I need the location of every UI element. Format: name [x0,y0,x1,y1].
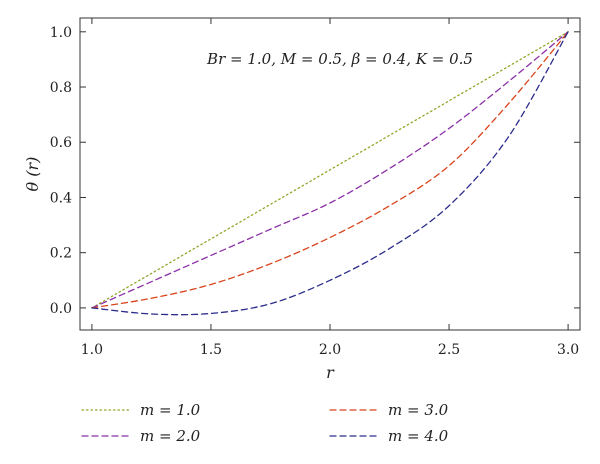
x-tick-label: 3.0 [557,342,579,358]
y-tick-label: 0.4 [50,190,72,206]
y-axis: 0.0 0.2 0.4 0.6 0.8 1.0 [50,25,580,317]
legend-item: m = 1.0 [81,401,201,419]
x-axis-label: r [326,363,335,382]
x-tick-label: 2.0 [319,342,341,358]
legend-item: m = 3.0 [329,401,449,419]
series-layer [91,31,569,316]
legend-label: m = 2.0 [140,427,201,445]
series-line-1 [91,31,569,309]
y-tick-label: 0.0 [50,301,72,317]
legend-item: m = 4.0 [329,427,449,445]
legend: m = 1.0 m = 2.0 m = 3.0 m = 4.0 [81,401,449,445]
y-tick-label: 0.2 [50,246,72,262]
series-line-3 [91,31,569,309]
y-tick-label: 1.0 [50,25,72,41]
y-axis-label: θ (r) [23,157,42,192]
series-line-2 [91,31,569,309]
x-tick-label: 1.0 [81,342,103,358]
legend-item: m = 2.0 [81,427,201,445]
x-tick-label: 1.5 [200,342,222,358]
x-tick-label: 2.5 [438,342,460,358]
parameter-annotation: Br = 1.0, M = 0.5, β = 0.4, K = 0.5 [206,50,473,68]
x-axis: 1.0 1.5 2.0 2.5 3.0 [81,18,579,358]
legend-label: m = 1.0 [140,401,201,419]
y-tick-label: 0.8 [50,80,72,96]
series-line-4 [91,31,569,316]
y-tick-label: 0.6 [50,135,72,151]
legend-label: m = 4.0 [388,427,449,445]
legend-label: m = 3.0 [388,401,449,419]
